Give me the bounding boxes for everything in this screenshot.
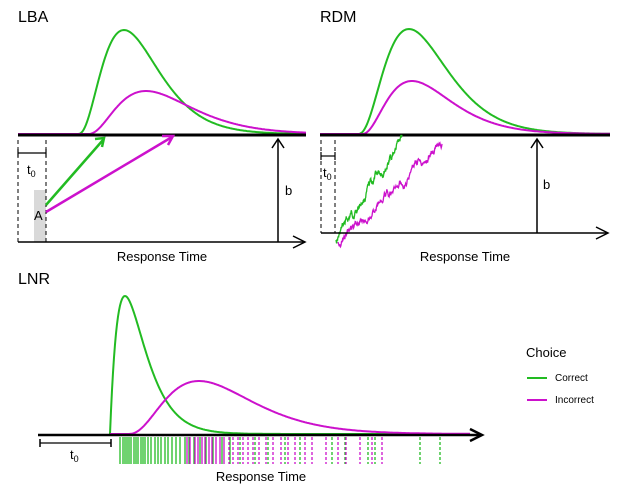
- lnr-xlabel: Response Time: [216, 469, 306, 484]
- choice-legend: Choice Correct Incorrect: [526, 345, 594, 406]
- lba-xlabel: Response Time: [117, 249, 207, 264]
- lnr-t0-label: t0: [70, 447, 79, 464]
- lnr-panel: LNR t0 Response Time: [18, 271, 485, 484]
- lba-incorrect-density-curve: [18, 90, 306, 135]
- lnr-time-axis-arrowhead: [469, 427, 485, 443]
- rdm-t0-label: t0: [323, 165, 332, 182]
- rdm-b-arrowhead: [530, 137, 544, 149]
- rdm-correct-random-walk: [335, 134, 403, 244]
- rdm-time-axis-arrowhead: [595, 226, 610, 240]
- lnr-title: LNR: [18, 271, 50, 288]
- rdm-xlabel: Response Time: [420, 249, 510, 264]
- lba-t0-label: t0: [27, 162, 36, 179]
- rdm-panel: RDM t0 b Response Time: [320, 9, 610, 264]
- lba-title: LBA: [18, 9, 49, 26]
- legend-correct-label: Correct: [555, 373, 588, 384]
- lba-panel: LBA t0 A b Response Time: [17, 9, 307, 264]
- lba-b-arrowhead: [271, 137, 285, 149]
- lba-time-axis-arrowhead: [292, 235, 307, 249]
- lba-b-label: b: [285, 183, 292, 198]
- lnr-response-rug: [119, 437, 441, 464]
- legend-title: Choice: [526, 345, 566, 360]
- lnr-incorrect-density-curve: [110, 380, 470, 435]
- lba-a-label: A: [34, 208, 43, 223]
- lba-correct-accumulator-line: [45, 139, 104, 206]
- lba-correct-arrowhead: [94, 136, 106, 148]
- rdm-correct-density-curve: [320, 27, 610, 135]
- legend-incorrect-label: Incorrect: [555, 395, 594, 406]
- lba-start-range-box: [34, 190, 46, 242]
- rdm-incorrect-random-walk: [337, 141, 443, 249]
- lnr-correct-density-curve: [109, 294, 470, 435]
- rdm-incorrect-density-curve: [320, 80, 610, 135]
- lba-incorrect-accumulator-line: [45, 135, 173, 214]
- lba-correct-density-curve: [18, 28, 306, 135]
- rdm-b-label: b: [543, 177, 550, 192]
- rdm-title: RDM: [320, 9, 356, 26]
- lba-incorrect-arrowhead: [162, 134, 176, 146]
